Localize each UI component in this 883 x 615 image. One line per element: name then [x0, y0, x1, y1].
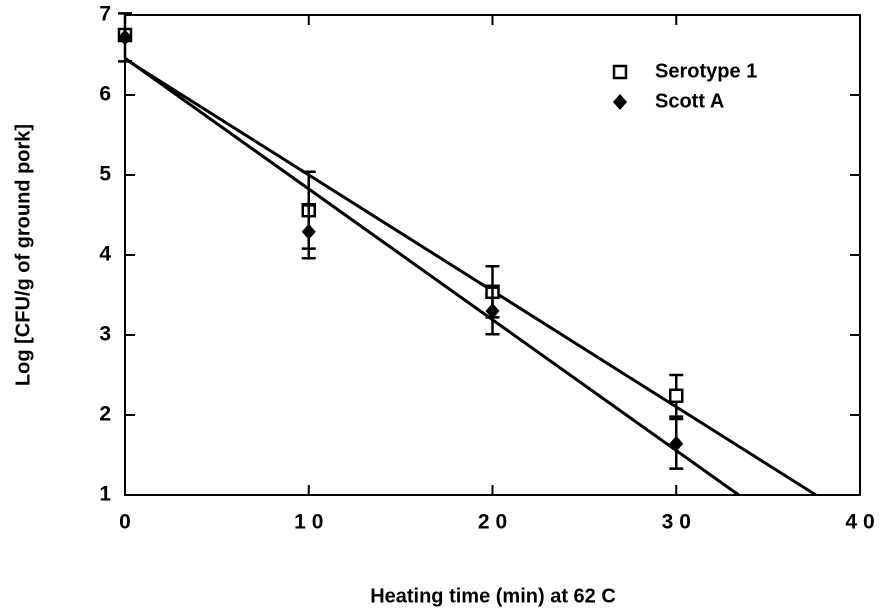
legend-label: Scott A — [655, 90, 724, 112]
fit-line — [124, 56, 740, 497]
legend-marker — [612, 64, 628, 80]
y-tick-label: 1 — [99, 483, 117, 506]
x-tick-label: 10 — [294, 511, 329, 534]
marker — [669, 435, 684, 452]
x-tick-label: 20 — [478, 511, 513, 534]
marker — [485, 303, 500, 319]
legend-marker — [613, 94, 627, 110]
fit-line — [124, 57, 817, 497]
x-axis-label: Heating time (min) at 62 C — [370, 585, 616, 607]
y-tick-label: 4 — [99, 243, 117, 266]
x-tick-label: 30 — [662, 511, 697, 534]
marker — [301, 223, 316, 240]
marker — [669, 388, 684, 404]
y-tick-label: 6 — [99, 83, 117, 106]
y-axis-label: Log [CFU/g of ground pork] — [12, 124, 34, 386]
y-tick-label: 3 — [99, 323, 117, 346]
legend-label: Serotype 1 — [655, 60, 757, 82]
marker — [118, 29, 132, 46]
y-tick-label: 7 — [99, 3, 117, 26]
plot-frame — [124, 14, 861, 496]
y-tick-label: 2 — [99, 403, 117, 426]
y-tick-label: 5 — [99, 163, 117, 186]
x-tick-label: 0 — [119, 511, 137, 534]
x-tick-label: 40 — [845, 511, 880, 534]
